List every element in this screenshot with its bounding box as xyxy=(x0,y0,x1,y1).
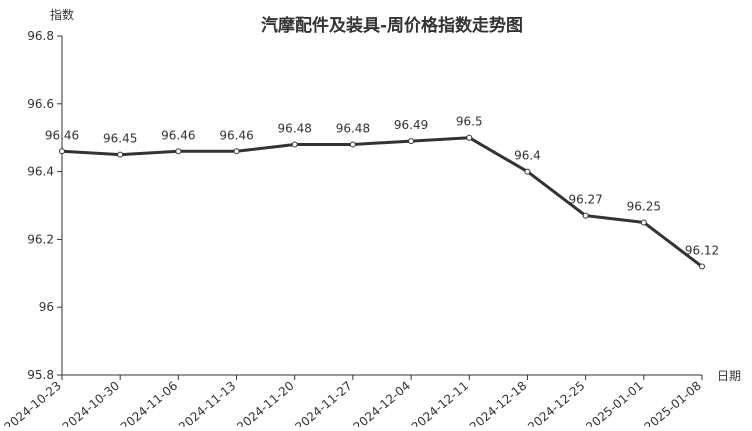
data-point[interactable] xyxy=(291,141,298,148)
x-tick-label: 2025-01-08 xyxy=(641,379,703,427)
data-label: 96.12 xyxy=(685,244,719,258)
x-tick-label: 2024-10-23 xyxy=(1,379,63,427)
x-tick-label: 2025-01-01 xyxy=(583,379,645,427)
y-tick-label: 96.4 xyxy=(27,165,54,179)
x-tick-label: 2024-11-27 xyxy=(292,379,354,427)
data-point[interactable] xyxy=(117,151,124,158)
data-label: 96.5 xyxy=(456,115,483,129)
y-tick-label: 96 xyxy=(39,300,54,314)
data-point[interactable] xyxy=(349,141,356,148)
y-axis-label: 指数 xyxy=(50,7,74,22)
x-tick-label: 2024-11-20 xyxy=(234,379,296,427)
data-label: 96.49 xyxy=(394,118,428,132)
data-point[interactable] xyxy=(408,138,415,145)
data-point[interactable] xyxy=(466,134,473,141)
y-tick-label: 96.8 xyxy=(27,29,54,43)
y-tick-label: 96.6 xyxy=(27,97,54,111)
data-label: 96.46 xyxy=(161,128,195,142)
data-point[interactable] xyxy=(59,148,65,155)
y-tick-label: 95.8 xyxy=(27,368,54,382)
data-label: 96.46 xyxy=(219,128,253,142)
data-label: 96.45 xyxy=(103,132,137,146)
data-point[interactable] xyxy=(233,148,240,155)
data-label: 96.48 xyxy=(278,121,312,135)
data-label: 96.46 xyxy=(45,128,79,142)
y-tick-label: 96.2 xyxy=(27,232,54,246)
x-tick-label: 2024-11-13 xyxy=(176,379,238,427)
data-label: 96.48 xyxy=(336,121,370,135)
x-tick-label: 2024-11-06 xyxy=(118,379,180,427)
data-point[interactable] xyxy=(175,148,182,155)
x-tick-label: 2024-12-18 xyxy=(467,379,529,427)
data-point[interactable] xyxy=(582,212,589,219)
data-point[interactable] xyxy=(640,219,647,226)
data-label: 96.27 xyxy=(568,193,602,207)
data-label: 96.4 xyxy=(514,149,541,163)
series-line xyxy=(61,136,703,268)
x-tick-label: 2024-12-04 xyxy=(351,379,413,427)
data-point[interactable] xyxy=(524,168,531,175)
x-tick-label: 2024-12-11 xyxy=(409,379,471,427)
data-label: 96.25 xyxy=(627,199,661,213)
chart-title: 汽摩配件及装具-周价格指数走势图 xyxy=(261,15,523,36)
x-tick-label: 2024-12-25 xyxy=(525,379,587,427)
x-axis-label: 日期 xyxy=(717,369,741,383)
data-point[interactable] xyxy=(699,263,705,270)
x-tick-label: 2024-10-30 xyxy=(60,379,122,427)
